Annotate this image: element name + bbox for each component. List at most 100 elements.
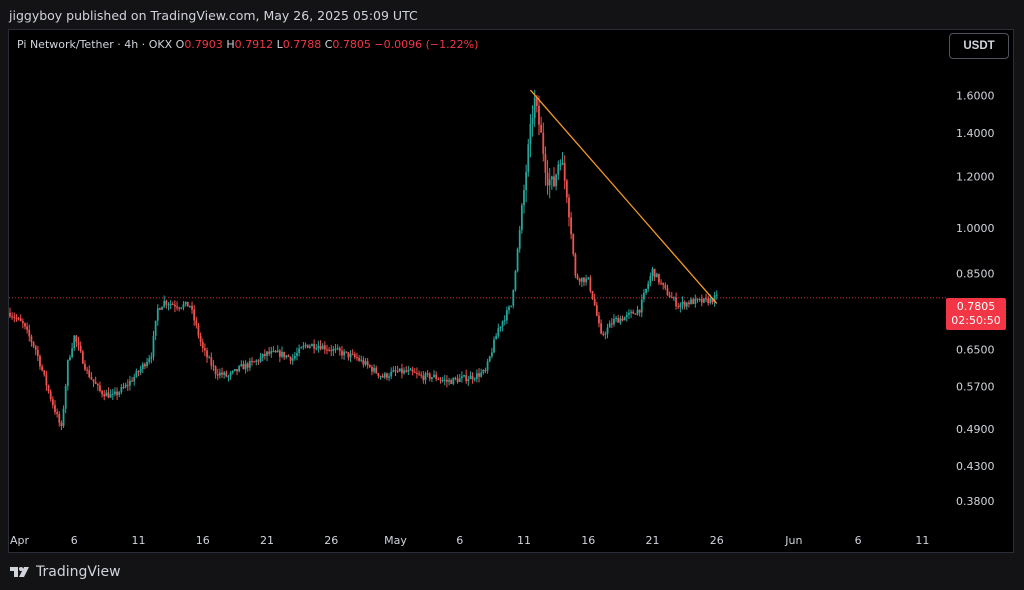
candle-up xyxy=(493,339,495,353)
candle-up xyxy=(643,293,645,300)
candle-down xyxy=(43,370,46,375)
candle-up xyxy=(270,351,273,354)
candle-down xyxy=(36,349,39,356)
candle-up xyxy=(118,392,121,395)
candle-up xyxy=(334,348,337,350)
candles xyxy=(9,89,718,431)
footer-logo[interactable]: TradingView xyxy=(10,564,121,580)
candle-up xyxy=(105,392,108,397)
high-value: 0.7912 xyxy=(234,38,274,51)
candle-down xyxy=(79,345,82,352)
footer-brand: TradingView xyxy=(36,564,121,580)
candle-down xyxy=(692,299,695,304)
candle-down xyxy=(51,399,54,406)
candle-up xyxy=(431,377,433,379)
candle-up xyxy=(458,378,461,383)
candle-down xyxy=(251,361,253,363)
candle-up xyxy=(709,298,712,304)
candle-up xyxy=(62,408,65,427)
candle-down xyxy=(351,353,354,355)
candle-up xyxy=(259,357,262,362)
candle-down xyxy=(362,359,365,365)
y-tick-label: 1.0000 xyxy=(956,222,995,235)
candle-up xyxy=(715,295,718,297)
candle-up xyxy=(647,283,650,289)
candle-up xyxy=(497,328,500,336)
candle-down xyxy=(670,297,673,299)
candle-down xyxy=(347,352,350,358)
candle-up xyxy=(651,268,654,277)
candle-up xyxy=(296,353,298,356)
x-tick-label: 26 xyxy=(324,534,338,547)
candle-up xyxy=(516,248,519,272)
candle-down xyxy=(96,383,99,386)
candle-down xyxy=(662,282,665,285)
candle-down xyxy=(90,377,93,380)
candle-down xyxy=(568,197,570,218)
candle-down xyxy=(32,341,35,347)
candle-down xyxy=(595,305,598,316)
candle-down xyxy=(632,311,635,314)
candle-down xyxy=(144,364,146,367)
candle-up xyxy=(398,368,401,372)
candle-down xyxy=(600,323,602,334)
candle-down xyxy=(49,391,52,400)
candle-up xyxy=(392,370,395,372)
candle-down xyxy=(122,387,125,389)
candle-up xyxy=(227,376,230,378)
x-tick-label: 21 xyxy=(646,534,660,547)
candle-down xyxy=(221,372,223,375)
candle-down xyxy=(591,291,594,300)
candle-down xyxy=(602,333,605,335)
close-label: C xyxy=(324,38,333,51)
x-tick-label: Jun xyxy=(784,534,802,547)
candle-up xyxy=(124,384,127,388)
candle-up xyxy=(285,355,288,358)
candle-up xyxy=(685,302,688,307)
x-tick-label: 11 xyxy=(915,534,929,547)
change-value: −0.0096 (−1.22%) xyxy=(374,38,479,51)
candle-up xyxy=(238,366,241,372)
candle-up xyxy=(403,370,405,374)
candle-up xyxy=(407,369,410,372)
y-tick-label: 1.6000 xyxy=(956,89,995,102)
candle-up xyxy=(152,335,155,357)
candle-up xyxy=(349,353,352,358)
candle-down xyxy=(41,366,44,371)
candle-down xyxy=(199,335,202,343)
candle-up xyxy=(71,348,74,358)
candle-down xyxy=(186,301,189,307)
candle-up xyxy=(248,361,251,368)
candle-down xyxy=(26,326,29,330)
candle-up xyxy=(129,380,131,386)
candle-down xyxy=(15,317,18,319)
currency-button[interactable]: USDT xyxy=(949,33,1009,59)
x-tick-label: 26 xyxy=(710,534,724,547)
candle-up xyxy=(332,348,335,352)
x-tick-label: 11 xyxy=(517,534,531,547)
candle-up xyxy=(527,144,530,172)
candle-down xyxy=(171,303,174,305)
candle-down xyxy=(668,295,671,298)
candle-down xyxy=(274,350,277,353)
candle-up xyxy=(409,369,412,371)
candle-down xyxy=(553,176,555,187)
candle-down xyxy=(540,124,543,133)
candle-up xyxy=(495,335,498,340)
candle-down xyxy=(246,363,249,368)
candle-up xyxy=(690,299,692,305)
candle-down xyxy=(77,341,80,346)
candle-down xyxy=(711,298,714,303)
candle-down xyxy=(103,394,106,397)
candle-up xyxy=(184,301,187,305)
chart-frame[interactable] xyxy=(8,29,1014,553)
candle-down xyxy=(11,316,14,318)
candle-up xyxy=(336,348,339,350)
candle-down xyxy=(413,371,416,373)
candle-up xyxy=(433,374,435,378)
candle-down xyxy=(664,284,667,289)
x-tick-label: 21 xyxy=(260,534,274,547)
candle-down xyxy=(538,105,540,125)
candle-up xyxy=(561,162,564,165)
